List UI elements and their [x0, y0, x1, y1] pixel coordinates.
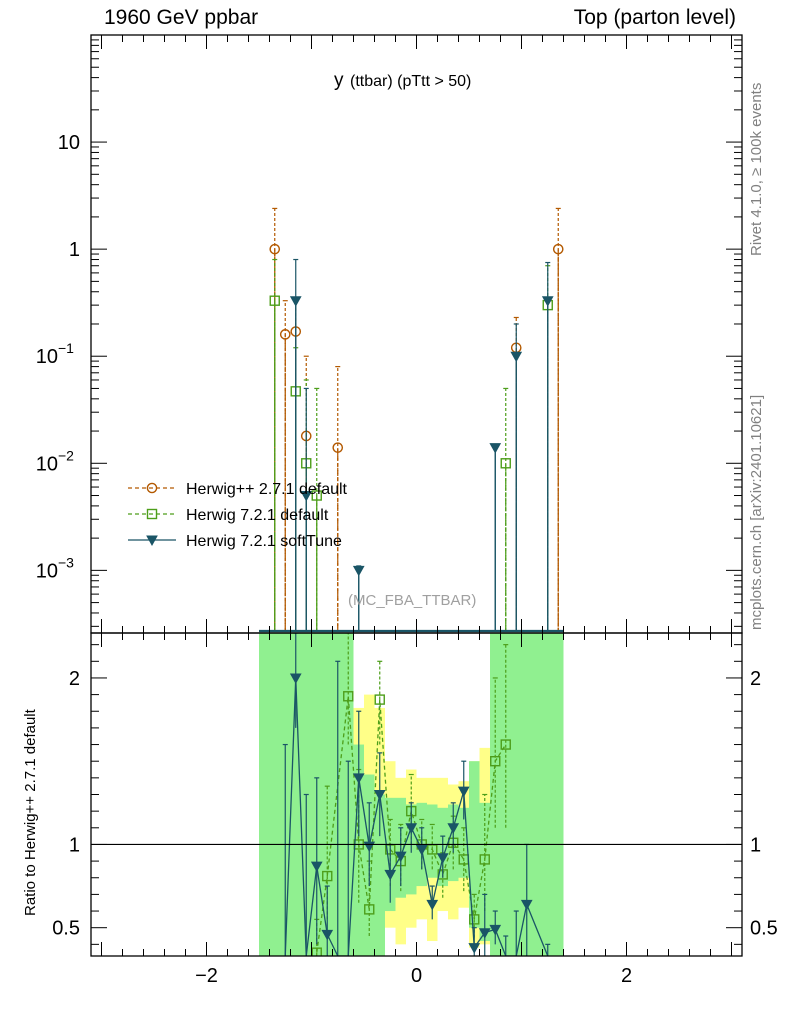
main-data-layer [259, 207, 564, 633]
ratio-data-point [373, 790, 386, 801]
ratio-data-point [364, 904, 375, 915]
ratio-data-point [457, 786, 470, 798]
ratio-data-point [310, 861, 323, 873]
ratio-data-point [478, 928, 491, 939]
ratio-data-point [469, 914, 480, 925]
ratio-data-point [343, 691, 354, 702]
legend-label: Herwig 7.2.1 softTune [186, 533, 342, 550]
ratio-y-tick-label-right: 0.5 [750, 918, 778, 940]
legend: Herwig++ 2.7.1 default Herwig 7.2.1 defau… [128, 481, 348, 550]
ratio-data-point [374, 694, 385, 705]
main-data-point [552, 243, 564, 255]
main-data-point [510, 351, 523, 363]
legend-label: Herwig++ 2.7.1 default [186, 481, 348, 498]
x-tick-label: 0 [411, 965, 422, 987]
ratio-data-point [479, 854, 490, 865]
y-tick-exponent: −1 [58, 340, 74, 356]
legend-label: Herwig 7.2.1 default [186, 507, 329, 524]
ratio-data-point [447, 823, 460, 834]
y-tick-label: 10 [36, 560, 58, 582]
ratio-band-green [269, 633, 280, 956]
ratio-ylabel: Ratio to Herwig++ 2.7.1 default [22, 709, 39, 916]
main-data-point [311, 490, 322, 501]
ratio-data-point [415, 844, 428, 856]
ratio-data-point [321, 929, 334, 941]
ratio-y-tick-label-left: 0.5 [52, 918, 80, 940]
ratio-y-tick-label-right: 1 [750, 834, 761, 856]
plot-title-sub: (ttbar) (pTtt > 50) [350, 73, 471, 90]
y-tick-label: 10 [58, 132, 80, 154]
y-tick-label: 1 [69, 239, 80, 261]
main-data-point [500, 458, 511, 469]
ratio-band-green [479, 802, 490, 942]
main-data-point [279, 329, 291, 340]
y-tick-exponent: −2 [58, 447, 74, 463]
ratio-y-tick-label-left: 1 [69, 834, 80, 856]
legend-marker [146, 535, 158, 547]
ratio-band-green [322, 633, 333, 956]
main-data-point [489, 443, 502, 454]
main-data-point [332, 442, 344, 453]
ratio-series-line-0 [316, 696, 507, 953]
ratio-band-green [500, 633, 511, 956]
ratio-data-point [322, 870, 333, 882]
ratio-band-green [290, 633, 301, 956]
ratio-data-point [436, 853, 449, 864]
ratio-band-green [427, 804, 438, 878]
ratio-data-point [520, 899, 533, 911]
main-data-point [269, 295, 280, 306]
ratio-band-green [458, 807, 469, 878]
legend-marker [146, 482, 158, 494]
ratio-data-point [394, 851, 407, 863]
ratio-data-point [490, 756, 501, 767]
ratio-band-green [374, 794, 385, 956]
ratio-data-layer [91, 633, 742, 956]
ratio-band-green [521, 633, 532, 956]
ratio-y-tick-label-left: 2 [69, 668, 80, 690]
main-data-point [300, 491, 313, 502]
ratio-data-point [426, 899, 439, 911]
y-tick-label: 10 [36, 346, 58, 368]
ratio-data-point [352, 773, 365, 784]
ratio-data-point [500, 739, 511, 750]
ratio-band-green [553, 633, 564, 956]
ratio-data-point [468, 943, 481, 954]
main-data-point [352, 565, 365, 577]
ratio-data-point [405, 823, 418, 834]
y-tick-exponent: −3 [58, 554, 74, 570]
ratio-band-green [542, 633, 553, 956]
main-data-point [541, 296, 554, 307]
rivet-version-label: Rivet 4.1.0, ≥ 100k events [748, 82, 765, 256]
ratio-data-point [311, 947, 322, 956]
mcplots-label: mcplots.cern.ch [arXiv:2401.10621] [748, 394, 765, 630]
main-data-point [289, 296, 302, 307]
ratio-band-green [259, 633, 270, 956]
plot-title-main: y [334, 70, 344, 91]
ratio-band-green [532, 633, 543, 956]
ratio-data-point [384, 869, 397, 881]
x-tick-label: 2 [621, 965, 632, 987]
legend-marker [146, 508, 158, 520]
main-data-point [269, 243, 281, 255]
y-tick-label: 10 [36, 453, 58, 475]
header-left: 1960 GeV ppbar [104, 6, 259, 29]
x-tick-label: −2 [195, 965, 218, 987]
main-series-line-2 [285, 300, 549, 632]
analysis-watermark: (MC_FBA_TTBAR) [348, 592, 476, 609]
ratio-data-point [489, 924, 502, 936]
ratio-band-green [490, 633, 501, 956]
ratio-band-green [511, 633, 522, 956]
ratio-y-tick-label-right: 2 [750, 668, 761, 690]
ratio-data-point [289, 673, 302, 684]
header-right: Top (parton level) [573, 6, 736, 29]
